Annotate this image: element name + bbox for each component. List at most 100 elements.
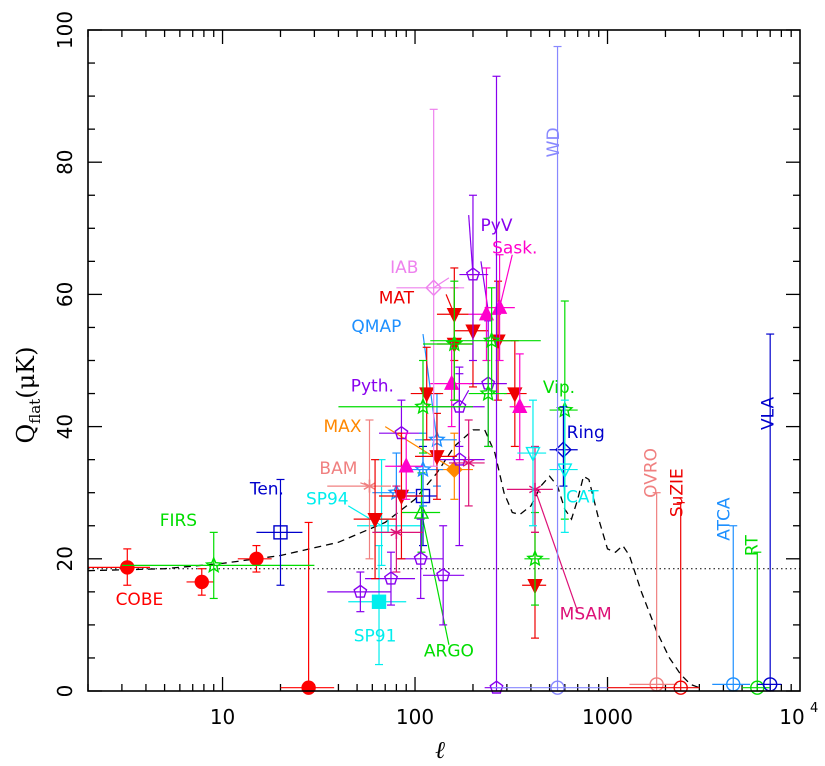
dataset-labels-layer: COBE FIRS Ten. SP94 SP91 ARGO BAM MAX Pyth. QMAP M… <box>116 127 779 661</box>
label-pointer-line <box>534 489 579 612</box>
argo-marker <box>413 503 430 519</box>
y-axis-label: Qflat(μK) <box>12 347 44 444</box>
plot-frame <box>87 29 801 692</box>
x-tick-label: 10 <box>779 705 804 729</box>
dataset-label: PyV <box>481 216 513 236</box>
sp91-marker <box>371 594 387 609</box>
dataset-label: BAM <box>319 459 357 479</box>
dataset-label: MAT <box>379 289 415 309</box>
y-tick-label: 60 <box>53 282 77 307</box>
y-axis-label-main: Q <box>12 424 40 444</box>
model-curve <box>87 429 700 689</box>
data-point <box>422 525 465 626</box>
model-curve-layer <box>87 429 700 689</box>
wd-marker <box>550 680 565 695</box>
dataset-label: ATCA <box>714 497 734 541</box>
data-points-layer <box>88 45 782 695</box>
series-firs <box>121 531 315 600</box>
label-pointer-line <box>422 333 438 440</box>
y-tick-label: 80 <box>53 149 77 174</box>
qmap-marker <box>414 460 432 478</box>
dataset-label: Ten. <box>249 480 284 500</box>
cobe-marker <box>249 551 264 566</box>
label-pointer-line <box>468 215 474 275</box>
series-max <box>430 432 473 500</box>
cobe-marker <box>194 574 209 590</box>
ring-marker <box>554 441 572 459</box>
data-point <box>491 45 608 695</box>
vip-marker <box>479 384 498 402</box>
firs-marker <box>204 556 223 573</box>
data-point <box>327 571 391 613</box>
mat-marker <box>507 387 523 403</box>
dataset-label-group: OVRO <box>642 448 662 498</box>
y-tick-label-group: 40 <box>53 414 77 439</box>
dataset-label-group: ATCA <box>714 497 734 541</box>
data-point <box>379 432 423 560</box>
y-axis-label-sub: flat <box>26 399 44 424</box>
cobe-marker <box>301 680 316 695</box>
data-point <box>422 280 473 401</box>
vip-marker <box>414 397 432 415</box>
dataset-label: Ring <box>567 423 605 443</box>
series-cobe <box>88 521 335 695</box>
dataset-label: SP91 <box>354 626 397 646</box>
cobe-marker <box>120 560 135 575</box>
mat-marker <box>393 489 410 506</box>
dataset-label: QMAP <box>351 317 401 337</box>
y-tick-label: 0 <box>53 685 77 698</box>
data-point <box>430 432 473 500</box>
data-point <box>88 548 151 586</box>
x-tick-label: 100 <box>396 705 434 729</box>
data-point <box>280 521 335 695</box>
data-point <box>338 359 473 454</box>
series-ovro <box>629 492 678 692</box>
data-point <box>401 472 441 553</box>
sask-marker <box>478 305 495 321</box>
dataset-label-group: WD <box>544 127 564 157</box>
data-point <box>372 485 423 573</box>
sask-marker <box>512 397 528 413</box>
cat-marker <box>557 463 573 479</box>
y-tick-label-group: 0 <box>53 685 77 698</box>
dataset-label-group: VLA <box>759 396 779 429</box>
dataset-label: SP94 <box>306 490 349 510</box>
y-tick-label-group: 80 <box>53 149 77 174</box>
dataset-label-group: SuZIE <box>667 468 687 517</box>
dataset-label-group: RT <box>742 535 762 557</box>
data-point <box>448 419 485 507</box>
pyth-marker <box>413 551 428 565</box>
data-point <box>430 287 541 395</box>
dataset-label: ARGO <box>424 642 474 662</box>
series-argo <box>401 472 441 553</box>
data-point <box>186 568 214 596</box>
data-point <box>385 432 423 500</box>
dataset-label: IAB <box>390 258 418 278</box>
data-point <box>237 544 272 573</box>
dataset-label: WD <box>544 127 564 157</box>
data-point <box>121 531 315 600</box>
x-axis-label: ℓ <box>435 736 445 764</box>
dataset-label: MSAM <box>560 605 612 625</box>
data-point <box>348 544 407 666</box>
iab-marker <box>425 279 443 297</box>
data-point <box>506 445 553 533</box>
y-tick-label-group: 60 <box>53 282 77 307</box>
x-tick-label: 10 <box>210 705 235 729</box>
data-point <box>549 399 578 533</box>
label-pointer-line <box>420 512 450 645</box>
dataset-label: RT <box>742 535 762 557</box>
series-msam <box>372 419 553 573</box>
mat-marker <box>367 512 383 529</box>
cat-marker <box>525 446 541 463</box>
vip-marker <box>445 334 464 352</box>
vip-marker <box>526 549 544 567</box>
data-point <box>468 267 502 362</box>
series-pyv <box>459 75 507 694</box>
data-point <box>509 353 531 461</box>
pyv-marker <box>465 267 481 281</box>
vip-marker <box>482 331 501 349</box>
dataset-label: COBE <box>116 590 164 610</box>
